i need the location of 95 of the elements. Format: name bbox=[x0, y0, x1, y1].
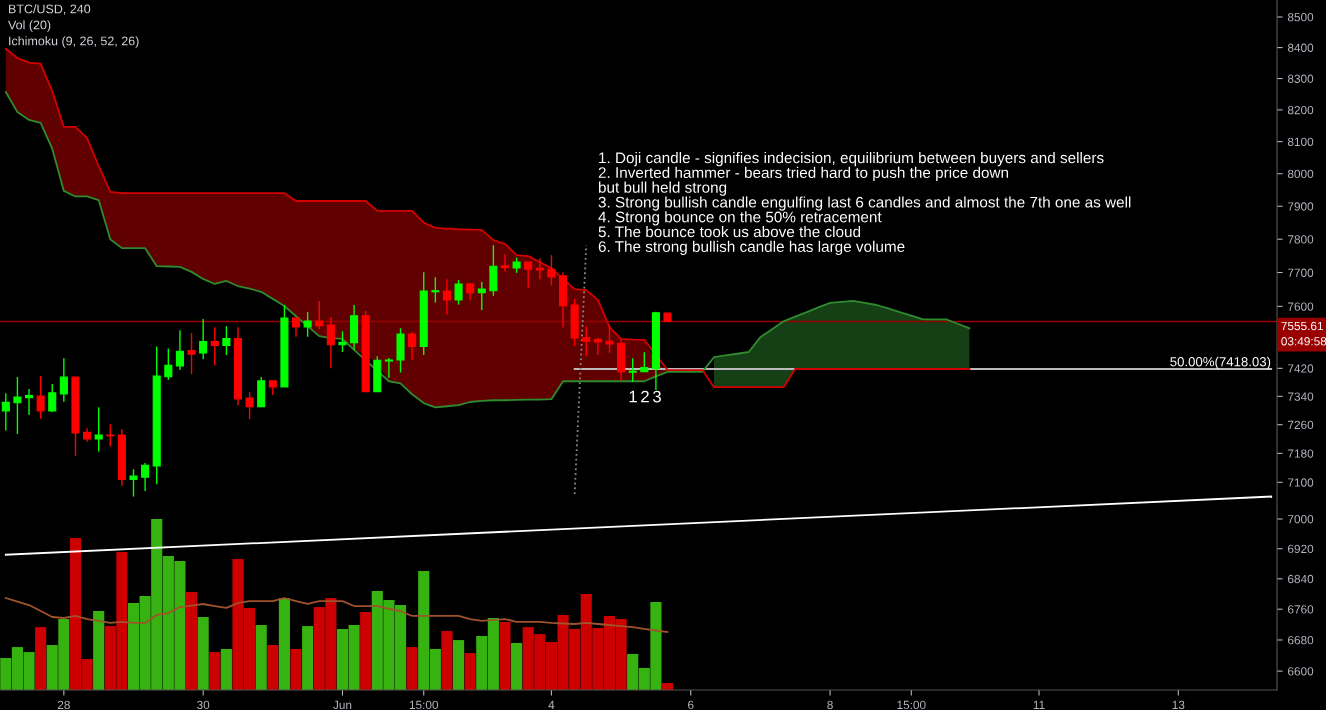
y-tick-label: 6760 bbox=[1288, 605, 1314, 614]
candlestick bbox=[593, 336, 602, 356]
candlestick bbox=[477, 281, 486, 311]
candlestick bbox=[141, 462, 150, 492]
annotation: 2 bbox=[641, 390, 649, 403]
y-tick-label: 7420 bbox=[1288, 364, 1314, 373]
y-tick-label: 7260 bbox=[1288, 420, 1314, 430]
bar bbox=[452, 640, 465, 690]
text: Ichimoku (9, 26, 52, 26) bbox=[9, 36, 139, 48]
candlestick bbox=[24, 388, 34, 416]
y-tick-label: 7000 bbox=[1288, 515, 1314, 524]
chart-title: Vol (20) bbox=[8, 20, 51, 32]
candlestick bbox=[291, 317, 301, 338]
bar bbox=[302, 626, 314, 690]
bar bbox=[278, 598, 290, 690]
candlestick bbox=[36, 375, 45, 420]
candlestick bbox=[187, 332, 196, 375]
candlestick bbox=[431, 276, 440, 304]
bar bbox=[360, 612, 372, 690]
candlestick bbox=[59, 357, 68, 403]
annotation: 1 bbox=[629, 390, 637, 403]
candlestick bbox=[94, 406, 103, 453]
candlestick bbox=[408, 331, 417, 361]
x-tick-label: 6 bbox=[688, 700, 694, 710]
candlestick bbox=[245, 391, 254, 420]
x-tick-label: 15:00 bbox=[409, 700, 439, 710]
x-tick-label: 8 bbox=[827, 700, 833, 710]
bar bbox=[220, 648, 232, 690]
candlestick bbox=[547, 254, 556, 287]
candlestick bbox=[303, 311, 312, 338]
ref-line-label: 7555.61 03:49:58 bbox=[1281, 321, 1326, 346]
bar bbox=[93, 611, 105, 690]
annotation: 3 bbox=[653, 390, 661, 403]
bar bbox=[35, 627, 47, 690]
candlestick bbox=[222, 325, 231, 356]
chart-title: BTC/USD, 240 bbox=[9, 4, 91, 15]
bar bbox=[464, 653, 476, 690]
y-tick-label: 6920 bbox=[1288, 544, 1314, 554]
candlestick bbox=[199, 318, 208, 360]
candlestick bbox=[535, 257, 544, 280]
bar bbox=[511, 642, 523, 690]
y-tick-label: 7900 bbox=[1288, 202, 1314, 211]
candlestick bbox=[605, 324, 614, 354]
y-tick-label: 8500 bbox=[1287, 13, 1314, 22]
candlestick bbox=[384, 357, 393, 379]
annotation: 50.00%(7418.03) bbox=[1170, 356, 1271, 370]
y-tick-label: 7700 bbox=[1288, 268, 1314, 277]
candlestick bbox=[338, 330, 347, 353]
y-tick-label: 8400 bbox=[1287, 43, 1314, 52]
x-tick-label: Jun bbox=[333, 700, 352, 710]
bar bbox=[209, 652, 221, 690]
x-tick-label: 28 bbox=[57, 700, 70, 710]
y-tick-label: 7600 bbox=[1288, 302, 1314, 311]
y-tick-label: 7340 bbox=[1288, 392, 1314, 401]
candlestick bbox=[500, 253, 510, 273]
bar bbox=[499, 621, 511, 690]
candlestick bbox=[48, 383, 57, 413]
candlestick bbox=[106, 423, 115, 448]
y-tick-label: 6680 bbox=[1288, 636, 1314, 645]
x-tick-label: 15:00 bbox=[897, 700, 926, 710]
candlestick bbox=[524, 261, 533, 289]
bar bbox=[267, 645, 279, 690]
y-tick-label: 8200 bbox=[1287, 105, 1314, 115]
candlestick bbox=[442, 278, 451, 316]
candlestick bbox=[315, 300, 324, 330]
annotation: 1. Doji candle - signifies indecision, equilibrium between buyers and sellers 2. Inverted hammer - bears tried hard to push the price down but bull held strong 3. Strong bullish candle engulfing last 6 candles and almost the 7th one as well 4. Strong bounce on the 50% retracement 5. The bounce took us above the cloud 6. The strong bullish candle has large volume bbox=[598, 152, 1131, 256]
bar bbox=[255, 625, 267, 690]
x-tick-label: 13 bbox=[1172, 700, 1185, 710]
y-tick-label: 8100 bbox=[1287, 137, 1314, 146]
y-tick-label: 8000 bbox=[1287, 169, 1314, 179]
candlestick bbox=[1, 392, 10, 432]
candlestick bbox=[210, 326, 219, 367]
candlestick bbox=[582, 325, 591, 358]
y-tick-label: 7800 bbox=[1288, 235, 1314, 244]
x-tick-label: 4 bbox=[548, 700, 555, 709]
candlestick bbox=[454, 279, 463, 306]
bar bbox=[441, 631, 453, 690]
candlestick bbox=[129, 468, 138, 498]
y-tick-label: 7100 bbox=[1288, 478, 1314, 487]
bar bbox=[185, 592, 198, 690]
y-tick-label: 6840 bbox=[1288, 574, 1314, 584]
candlestick bbox=[13, 376, 22, 435]
x-tick-label: 30 bbox=[197, 700, 210, 710]
candlestick bbox=[175, 329, 184, 371]
bar bbox=[406, 647, 418, 690]
candlestick bbox=[164, 347, 173, 381]
bar bbox=[290, 648, 302, 690]
y-tick-label: 7180 bbox=[1288, 449, 1314, 458]
y-tick-label: 6600 bbox=[1288, 667, 1314, 676]
candlestick bbox=[640, 351, 649, 373]
x-tick-label: 11 bbox=[1033, 700, 1045, 709]
bar bbox=[197, 616, 209, 690]
y-tick-label: 8300 bbox=[1287, 74, 1314, 83]
candlestick bbox=[628, 357, 637, 383]
candlestick bbox=[326, 316, 335, 370]
